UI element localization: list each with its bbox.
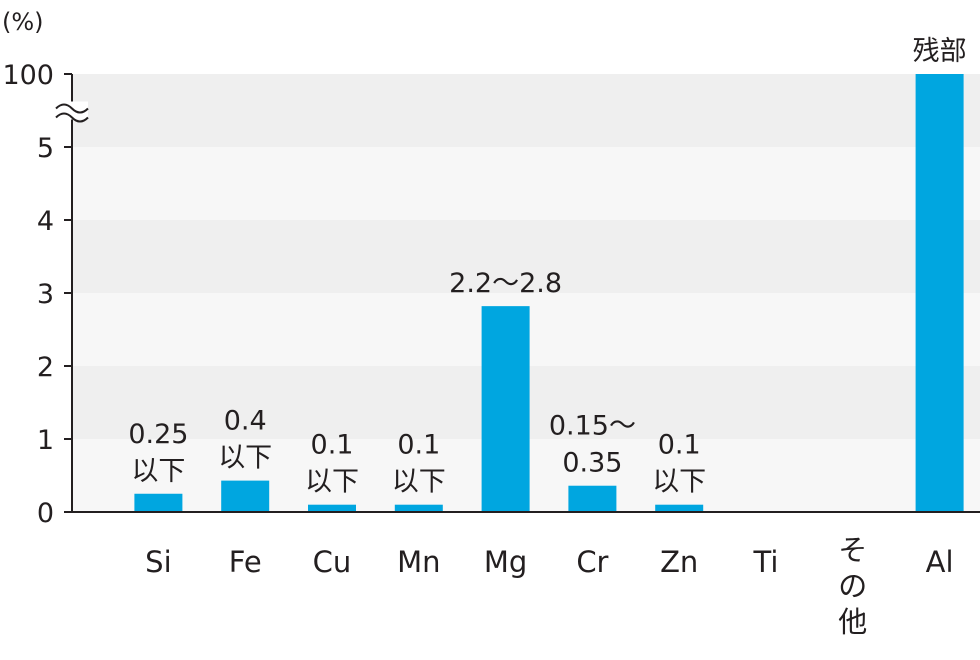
x-tick-label: Si [145, 545, 171, 579]
data-label: 0.1 [397, 430, 440, 461]
x-tick-label: Cu [313, 545, 352, 579]
axes [55, 73, 980, 513]
y-tick-label: 0 [37, 498, 54, 529]
bar-1 [134, 493, 183, 512]
bar-3 [308, 504, 356, 512]
data-label: 0.25 [128, 419, 188, 450]
background-band [72, 74, 980, 147]
bar-2 [221, 480, 270, 512]
y-tick-label: 5 [37, 133, 54, 164]
x-tick-label: Al [926, 545, 954, 579]
y-tick-label: 2 [37, 352, 54, 383]
data-label: 0.1 [658, 430, 701, 461]
y-tick-labels: 0 1 2 3 4 5 100 [2, 60, 54, 529]
bar-5 [481, 306, 530, 512]
y-tick-label: 3 [37, 279, 54, 310]
y-tick-label: 1 [37, 425, 54, 456]
background-band [72, 147, 980, 220]
data-label: 0.4 [224, 406, 267, 437]
bars [134, 74, 964, 512]
bar-4 [394, 504, 443, 512]
data-label: 2.2〜2.8 [449, 268, 562, 299]
x-tick-labels: Si Fe Cu Mn Mg Cr Zn Ti その他 Al [145, 533, 953, 639]
data-label: 0.1 [311, 430, 354, 461]
data-label: 残部 [913, 36, 967, 67]
bar-6 [568, 485, 617, 512]
data-label: 以下 [218, 443, 272, 474]
data-label: 以下 [392, 467, 446, 498]
x-tick-label: の [838, 569, 867, 603]
y-unit-label: (%) [2, 8, 44, 36]
axis-break-gap [56, 101, 88, 120]
x-tick-label: Mn [397, 545, 440, 579]
background-band [72, 220, 980, 293]
y-tick-label: 4 [37, 206, 54, 237]
data-label: 以下 [305, 467, 359, 498]
data-label: 以下 [652, 467, 706, 498]
data-label: 0.35 [562, 448, 622, 479]
axis-break-mark [55, 103, 89, 114]
bar-10 [915, 74, 964, 512]
x-tick-label: Mg [484, 545, 527, 579]
y-tick-label: 100 [2, 60, 54, 91]
x-tick-label: Cr [576, 545, 608, 579]
data-label: 以下 [131, 456, 185, 487]
axis-break-mark [55, 112, 89, 123]
x-tick-label: Fe [229, 545, 262, 579]
data-label: 0.15〜 [549, 411, 636, 442]
data-labels: 0.25 以下 0.4 以下 0.1 以下 0.1 以下 2.2〜2.8 0.15〜 0.35 0.1… [128, 36, 966, 498]
x-tick-label: 他 [838, 605, 867, 639]
x-tick-label: Ti [753, 545, 779, 579]
x-tick-label: Zn [660, 545, 698, 579]
bar-7 [655, 504, 704, 512]
x-tick-label: そ [838, 533, 867, 567]
